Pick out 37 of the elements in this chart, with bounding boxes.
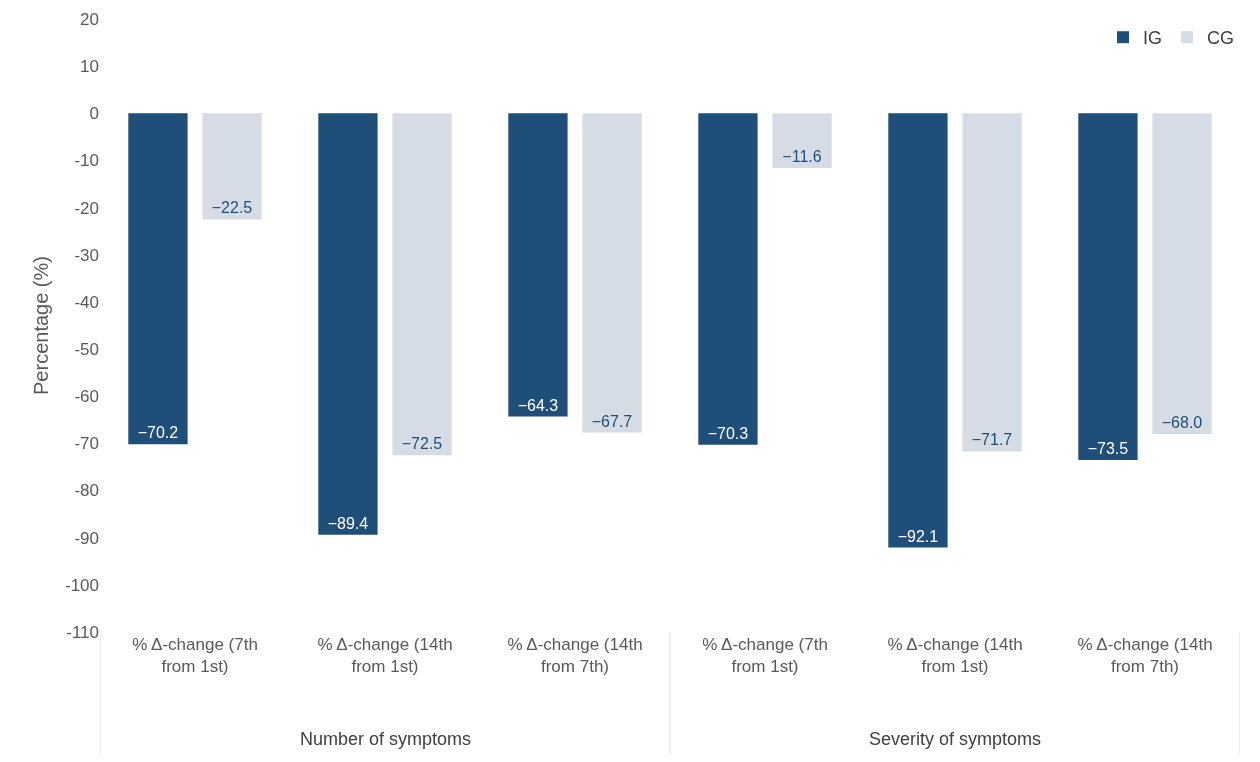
y-tick-label: 20: [80, 9, 99, 29]
data-label: −70.3: [707, 424, 749, 442]
y-tick-label: -20: [74, 198, 99, 218]
x-tick-label: % Δ-change (14th from 7th): [507, 635, 643, 677]
y-tick-label: -90: [74, 528, 99, 548]
y-tick-label: -50: [74, 340, 99, 360]
legend-label: IG: [1143, 28, 1163, 49]
y-axis-title: Percentage (%): [30, 256, 53, 395]
y-tick-label: -40: [74, 292, 99, 312]
data-label: −11.6: [782, 148, 822, 166]
data-label: −92.1: [897, 527, 939, 545]
data-label: −70.2: [137, 424, 179, 442]
y-tick-label: -100: [64, 575, 99, 595]
x-tick-label: % Δ-change (14th from 1st): [887, 635, 1023, 677]
x-tick-label: % Δ-change (14th from 1st): [317, 635, 453, 677]
legend-label: CG: [1207, 28, 1235, 49]
y-tick-label: -70: [74, 434, 99, 454]
data-label: −89.4: [327, 514, 369, 532]
data-label: −67.7: [591, 412, 633, 430]
x-tick-label: % Δ-change (14th from 7th): [1077, 635, 1213, 677]
data-label: −73.5: [1087, 439, 1129, 457]
x-tick-label: % Δ-change (7th from 1st): [702, 635, 828, 677]
text: Number of symptoms: [300, 729, 472, 749]
y-tick-label: -80: [74, 481, 99, 501]
y-tick-label: -110: [66, 622, 99, 642]
data-label: −64.3: [517, 396, 559, 414]
y-tick-label: -30: [74, 245, 99, 265]
data-label: −72.5: [401, 435, 443, 453]
y-tick-label: 0: [89, 104, 99, 124]
data-label: −22.5: [211, 199, 253, 217]
y-tick-label: -10: [74, 151, 99, 171]
x-tick-label: % Δ-change (7th from 1st): [132, 635, 258, 677]
data-label: −68.0: [1161, 413, 1203, 431]
y-tick-label: -60: [74, 387, 99, 407]
y-tick-label: 10: [80, 57, 99, 77]
text: Severity of symptoms: [869, 729, 1042, 749]
data-label: −71.7: [971, 431, 1013, 449]
